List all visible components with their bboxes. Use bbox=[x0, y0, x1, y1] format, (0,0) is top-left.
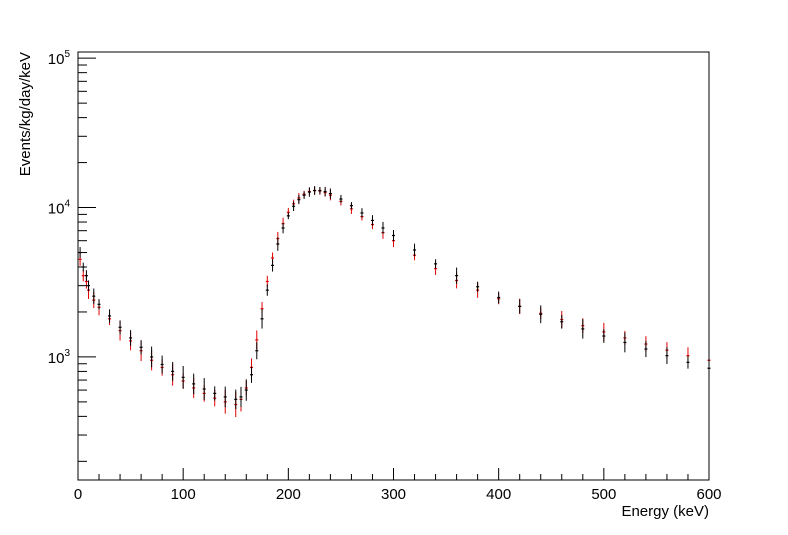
x-tick-label: 500 bbox=[591, 486, 616, 503]
x-tick-label: 600 bbox=[696, 486, 721, 503]
axis-layer: 0 100 200 300 400 500 600 103 104 105 bbox=[48, 49, 722, 503]
x-tick-label: 300 bbox=[381, 486, 406, 503]
y-axis-label: Events/kg/day/keV bbox=[17, 52, 34, 176]
y-tick-label: 104 bbox=[48, 199, 71, 218]
x-tick-label: 0 bbox=[74, 486, 82, 503]
x-tick-label: 100 bbox=[171, 486, 196, 503]
y-tick-label: 105 bbox=[48, 49, 71, 68]
data-layer bbox=[78, 186, 711, 418]
x-tick-label: 400 bbox=[486, 486, 511, 503]
x-axis-label: Energy (keV) bbox=[621, 503, 709, 520]
x-tick-label: 200 bbox=[276, 486, 301, 503]
y-tick-label: 103 bbox=[48, 348, 71, 367]
